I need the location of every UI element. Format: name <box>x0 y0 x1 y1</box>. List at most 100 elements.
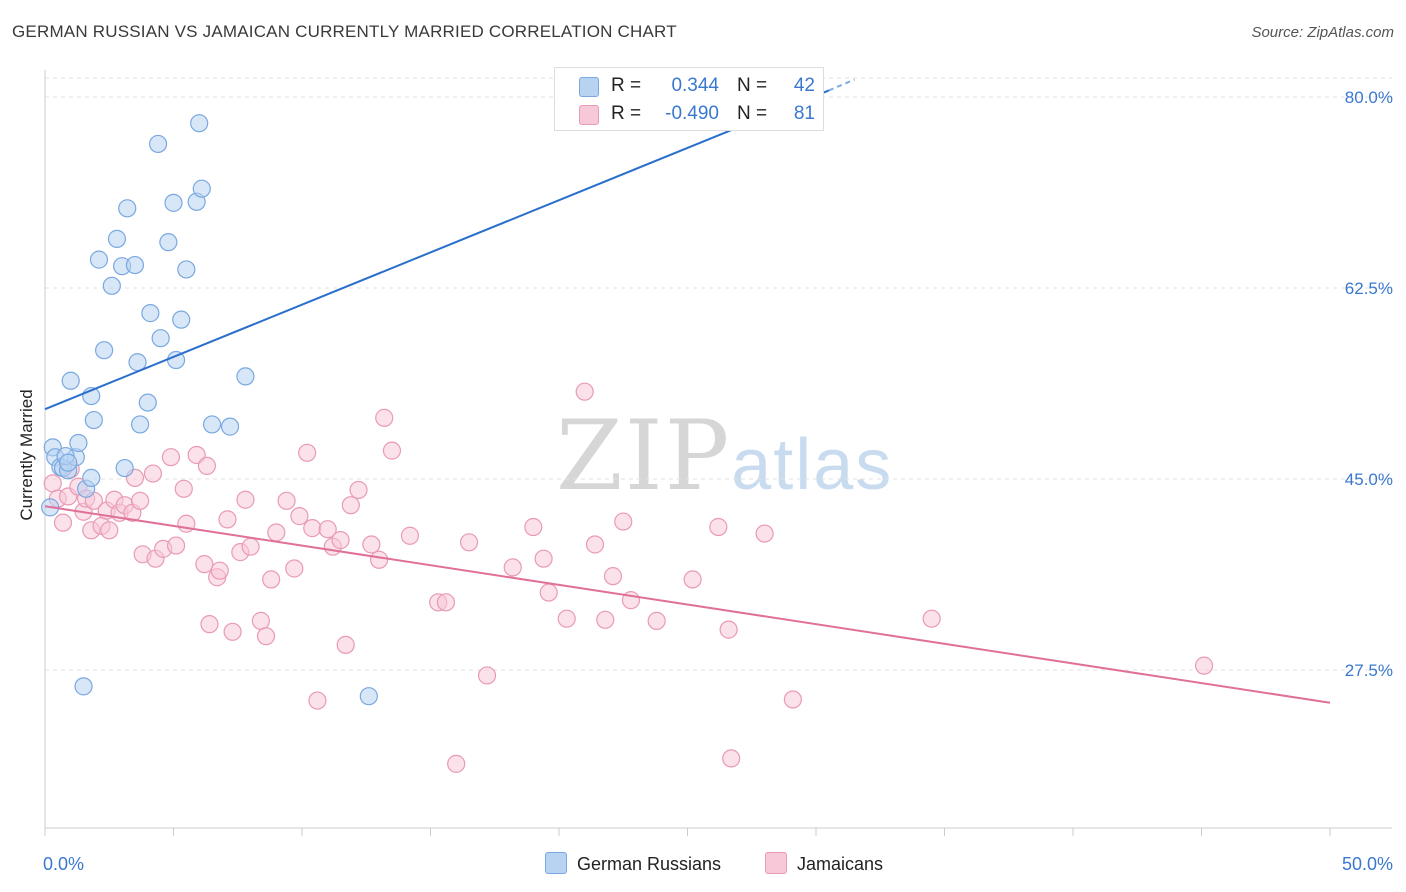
point-german-russians <box>236 367 255 386</box>
point-jamaicans <box>143 464 163 483</box>
trendline-german-russians <box>44 89 830 411</box>
point-jamaicans <box>683 570 702 589</box>
point-jamaicans <box>336 635 355 654</box>
y-tick-label: 80.0% <box>1345 88 1393 107</box>
point-jamaicans <box>236 490 255 509</box>
point-jamaicans <box>783 690 802 709</box>
y-tick-label: 62.5% <box>1345 279 1393 298</box>
trendline-jamaicans <box>44 505 1331 704</box>
point-jamaicans <box>285 559 304 578</box>
point-german-russians <box>190 114 209 133</box>
point-jamaicans <box>447 754 466 773</box>
point-jamaicans <box>375 408 394 427</box>
point-german-russians <box>177 260 196 279</box>
bottom-legend-label: German Russians <box>577 854 722 874</box>
point-german-russians <box>69 433 88 453</box>
legend-r-value: 0.344 <box>671 75 719 96</box>
legend-swatch-blue <box>579 77 599 97</box>
stats-legend: R = 0.344 N = 42 R = -0.490 N = 81 <box>554 67 824 131</box>
chart-title: GERMAN RUSSIAN VS JAMAICAN CURRENTLY MAR… <box>12 22 677 41</box>
point-jamaicans <box>218 510 237 529</box>
point-jamaicans <box>400 526 420 545</box>
point-jamaicans <box>303 519 322 538</box>
point-german-russians <box>102 276 121 295</box>
point-jamaicans <box>557 609 576 628</box>
bottom-legend-label: Jamaicans <box>797 854 884 874</box>
point-jamaicans <box>362 535 381 554</box>
point-jamaicans <box>166 536 186 555</box>
point-jamaicans <box>459 533 479 552</box>
point-jamaicans <box>755 524 774 543</box>
point-german-russians <box>151 329 170 348</box>
point-german-russians <box>89 250 109 269</box>
point-jamaicans <box>331 531 350 550</box>
point-jamaicans <box>267 523 286 542</box>
point-jamaicans <box>477 666 497 685</box>
point-jamaicans <box>647 611 666 630</box>
bottom-legend-swatch-pink <box>765 852 787 874</box>
y-tick-label: 45.0% <box>1345 470 1393 489</box>
point-jamaicans <box>722 749 741 768</box>
watermark: ZIPatlas <box>556 400 893 512</box>
point-jamaicans <box>539 583 558 602</box>
point-jamaicans <box>318 520 337 539</box>
point-jamaicans <box>524 517 543 537</box>
point-jamaicans <box>262 570 281 589</box>
point-jamaicans <box>503 558 522 577</box>
point-german-russians <box>220 417 240 436</box>
legend-r-value: -0.490 <box>665 103 719 124</box>
point-jamaicans <box>195 555 214 574</box>
point-german-russians <box>95 341 114 360</box>
legend-row-german-russians: R = 0.344 N = 42 <box>555 72 823 100</box>
point-jamaicans <box>298 443 317 462</box>
legend-n-label: N = <box>737 103 768 124</box>
point-jamaicans <box>603 567 623 586</box>
point-german-russians <box>74 677 93 696</box>
point-german-russians <box>172 310 191 329</box>
source-label: Source: ZipAtlas.com <box>1251 24 1394 41</box>
point-german-russians <box>141 304 160 323</box>
legend-row-jamaicans: R = -0.490 N = 81 <box>555 100 823 128</box>
point-jamaicans <box>614 512 633 531</box>
point-jamaicans <box>43 474 62 493</box>
y-tick-label: 27.5% <box>1345 661 1393 680</box>
x-tick-label: 50.0% <box>1342 854 1393 874</box>
point-german-russians <box>202 415 222 434</box>
legend-r-label: R = <box>611 103 642 124</box>
point-jamaicans <box>534 549 553 568</box>
point-jamaicans <box>197 456 217 476</box>
point-jamaicans <box>256 627 276 646</box>
point-german-russians <box>359 687 378 706</box>
point-jamaicans <box>200 615 219 634</box>
y-axis-label: Currently Married <box>17 389 36 520</box>
point-german-russians <box>59 453 78 472</box>
bottom-legend-jamaicans[interactable]: Jamaicans <box>765 852 883 875</box>
x-tick-label: 0.0% <box>43 854 84 874</box>
point-jamaicans <box>130 491 150 510</box>
point-jamaicans <box>596 610 615 629</box>
point-german-russians <box>118 199 137 218</box>
point-jamaicans <box>308 691 327 710</box>
point-jamaicans <box>161 448 181 467</box>
point-german-russians <box>84 410 103 430</box>
point-german-russians <box>125 255 145 275</box>
bottom-legend-german-russians[interactable]: German Russians <box>545 852 721 875</box>
point-jamaicans <box>436 593 456 612</box>
point-german-russians <box>164 193 183 212</box>
point-jamaicans <box>585 535 605 554</box>
point-jamaicans <box>922 609 941 628</box>
point-german-russians <box>192 179 211 198</box>
point-jamaicans <box>223 622 242 641</box>
point-german-russians <box>61 371 80 390</box>
legend-n-value: 81 <box>793 103 815 124</box>
point-german-russians <box>107 229 127 248</box>
point-jamaicans <box>174 479 193 498</box>
point-jamaicans <box>241 537 260 556</box>
legend-n-value: 42 <box>793 75 815 96</box>
point-german-russians <box>159 233 178 252</box>
point-jamaicans <box>277 491 296 510</box>
point-jamaicans <box>210 561 229 580</box>
point-jamaicans <box>1194 656 1214 675</box>
point-german-russians <box>130 415 150 434</box>
